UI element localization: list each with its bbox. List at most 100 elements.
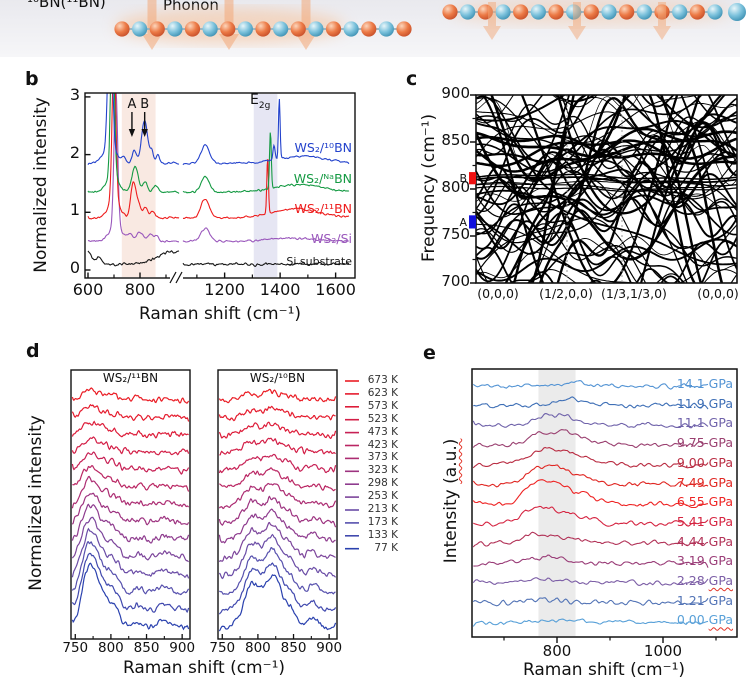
y-tick-label: 2 bbox=[69, 142, 80, 162]
legend-label: 673 K bbox=[367, 374, 398, 386]
x-tick-label: 800 bbox=[245, 640, 271, 656]
mode-marker-label: B bbox=[459, 172, 467, 185]
x-tick-label: 850 bbox=[133, 640, 160, 656]
panel-c-plot: BA bbox=[459, 94, 738, 284]
pressure-label: 4.44 GPa bbox=[676, 533, 733, 549]
annotation-arrow-icon bbox=[141, 129, 148, 137]
legend-label: 323 K bbox=[367, 464, 398, 477]
y-tick-label: 3 bbox=[69, 84, 80, 104]
spectrum-curve bbox=[182, 98, 350, 166]
mode-marker-label: A bbox=[459, 216, 467, 229]
phonon-band bbox=[531, 95, 724, 283]
spectrum-curve bbox=[87, 93, 180, 220]
phonon-band bbox=[556, 95, 701, 215]
phonon-band bbox=[476, 217, 737, 283]
spectrum-curve bbox=[218, 495, 337, 528]
phonon-band bbox=[476, 153, 737, 219]
nitrogen-atom bbox=[132, 21, 148, 37]
phonon-band bbox=[490, 95, 627, 182]
x-tick-label: (0,0,0) bbox=[697, 286, 739, 301]
series-label: WS₂/¹¹BN bbox=[294, 201, 352, 216]
x-tick-label: 800 bbox=[124, 280, 156, 299]
pressure-label: 9.75 GPa bbox=[676, 435, 733, 451]
boron-atom bbox=[548, 4, 564, 20]
atom-chain-illustration bbox=[114, 0, 746, 50]
spectrum-curve bbox=[218, 405, 336, 422]
spectrum-curve bbox=[72, 464, 190, 492]
pressure-label: 11.9 GPa bbox=[676, 395, 733, 411]
nitrogen-atom bbox=[308, 21, 324, 37]
legend-label: 173 K bbox=[367, 515, 398, 528]
pressure-label: 1.21 GPa bbox=[676, 592, 733, 608]
phonon-band bbox=[476, 95, 737, 123]
spectrum-curve bbox=[472, 464, 709, 488]
spectrum-curve bbox=[218, 453, 337, 474]
spectrum-curve bbox=[71, 527, 190, 579]
spectrum-curve bbox=[473, 554, 709, 568]
nitrogen-atom bbox=[343, 21, 359, 37]
phonon-band bbox=[476, 119, 737, 163]
spectrum-curve bbox=[472, 479, 709, 509]
pressure-label: 9.00 GPa bbox=[676, 454, 733, 470]
phonon-band bbox=[476, 127, 737, 173]
phonon-band bbox=[504, 95, 631, 283]
spectrum-curve bbox=[182, 227, 349, 243]
legend-label: 623 K bbox=[367, 386, 398, 399]
panel-e-letter: e bbox=[423, 342, 436, 364]
spectrum-curve bbox=[71, 451, 190, 475]
x-tick-label: 1600 bbox=[315, 280, 356, 299]
nitrogen-atom bbox=[636, 4, 652, 20]
pressure-label: 7.49 GPa bbox=[676, 474, 733, 490]
spectrum-curve bbox=[472, 446, 709, 469]
x-tick-label: (1/2,0,0) bbox=[539, 286, 593, 301]
boron-atom bbox=[689, 4, 705, 20]
legend-label: 573 K bbox=[367, 399, 398, 412]
highlight-band bbox=[121, 94, 156, 277]
spectrum-curve bbox=[218, 388, 337, 404]
panel-e-xlabel: Raman shift (cm⁻¹) bbox=[522, 660, 686, 680]
x-tick-label: 750 bbox=[62, 640, 89, 656]
pressure-label: 0.00 GPa bbox=[676, 612, 733, 628]
phonon-band bbox=[476, 223, 638, 283]
y-tick-label: 800 bbox=[441, 178, 470, 196]
spectrum-curve bbox=[71, 516, 189, 563]
annotation-arrow-icon bbox=[128, 129, 136, 137]
spectrum-curve bbox=[219, 467, 336, 492]
nitrogen-atom bbox=[273, 21, 289, 37]
x-tick-label: 750 bbox=[209, 640, 236, 656]
spectrum-curve bbox=[182, 132, 350, 194]
nitrogen-atom bbox=[728, 3, 746, 21]
series-label: WS₂/ᴺᵃBN bbox=[293, 171, 352, 186]
boron-atom bbox=[290, 21, 306, 37]
legend-label: 473 K bbox=[367, 425, 398, 438]
spectrum-curve bbox=[473, 505, 709, 527]
spectrum-curve bbox=[87, 93, 179, 243]
legend-label: 213 K bbox=[367, 503, 398, 515]
plot-frame bbox=[84, 92, 356, 279]
x-tick-label: 800 bbox=[542, 642, 572, 660]
spectrum-curve bbox=[218, 421, 337, 440]
mode-marker bbox=[469, 215, 476, 229]
nitrogen-atom bbox=[707, 4, 723, 20]
plot-frame bbox=[70, 369, 191, 640]
peak-annotation: B bbox=[140, 97, 149, 112]
spectrum-curve bbox=[218, 574, 337, 632]
phonon-band bbox=[476, 171, 737, 244]
series-label: WS₂/¹⁰BN bbox=[294, 140, 352, 155]
series-label: Si substrate bbox=[286, 255, 352, 268]
phonon-band bbox=[539, 97, 702, 283]
nitrogen-atom bbox=[530, 4, 546, 20]
boron-atom bbox=[325, 21, 342, 37]
e2g-annotation: E2g bbox=[250, 92, 271, 111]
phonon-band bbox=[476, 95, 737, 216]
spectrum-curve bbox=[219, 437, 336, 456]
spectrum-curve bbox=[218, 562, 337, 615]
phonon-band bbox=[476, 189, 737, 266]
plot-frame bbox=[217, 369, 338, 640]
plot-frame bbox=[471, 368, 738, 638]
x-tick-label: 600 bbox=[72, 280, 104, 299]
y-tick-label: 750 bbox=[441, 225, 470, 243]
panel-d-left-title: WS₂/¹¹BN bbox=[102, 371, 159, 385]
phonon-band bbox=[476, 97, 737, 173]
panel-b-xlabel: Raman shift (cm⁻¹) bbox=[138, 304, 302, 324]
